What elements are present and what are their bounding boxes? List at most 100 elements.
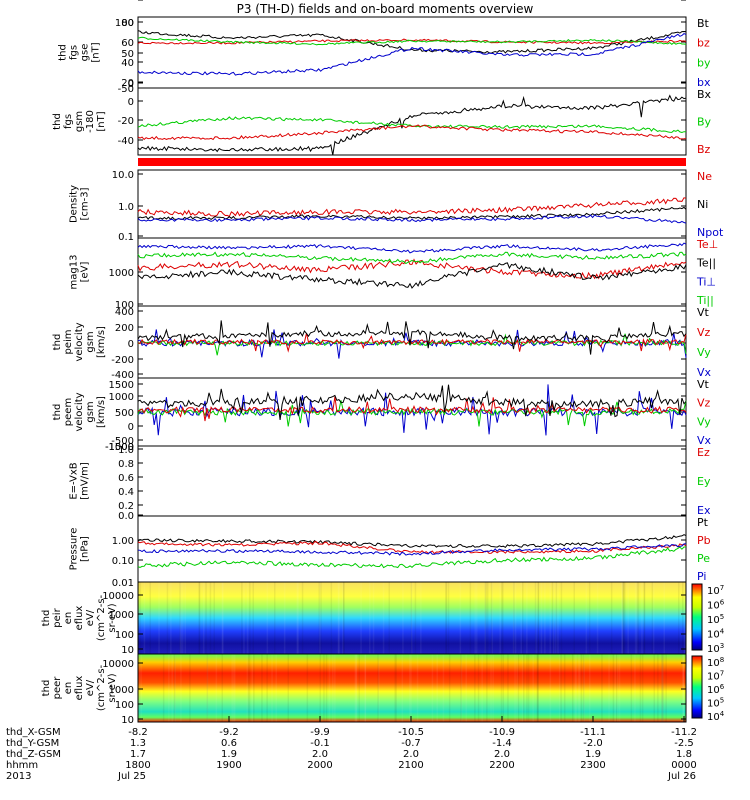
legend-Ne: Ne	[697, 170, 712, 183]
spectrogram-texture	[283, 582, 286, 654]
spectrogram-texture	[173, 654, 176, 722]
spectrogram-ele_spec	[138, 654, 686, 722]
y-axis-label: peim	[63, 329, 74, 354]
panel-frame	[137, 237, 687, 307]
y-tick-label: 40	[121, 58, 134, 69]
line-Vt-i	[137, 320, 687, 355]
legend-Ti||: Ti||	[696, 294, 714, 307]
spectrogram-texture	[401, 654, 404, 722]
x-row-value: 1.9	[221, 749, 237, 760]
colorbar-label: 104	[707, 710, 725, 723]
line-Te-perp	[137, 258, 687, 280]
legend-Vt: Vt	[697, 378, 710, 391]
spectrogram-texture	[459, 582, 462, 654]
y-tick-label: -1000	[105, 442, 134, 453]
spectrogram-texture	[490, 582, 493, 654]
spectrogram-texture	[661, 654, 663, 722]
line-Npot	[137, 214, 687, 224]
colorbar-label: 107	[707, 584, 724, 597]
spectrogram-texture	[532, 654, 534, 722]
spectrogram-texture	[608, 654, 610, 722]
spectrogram-texture	[663, 582, 665, 654]
spectrogram-texture	[661, 654, 663, 722]
spectrogram-texture	[358, 654, 360, 722]
spectrogram-texture	[582, 654, 585, 722]
spectrogram-texture	[275, 654, 277, 722]
spectrogram-texture	[287, 654, 289, 722]
y-tick-label: 100	[115, 18, 134, 29]
spectrogram-texture	[513, 582, 515, 654]
y-axis-label: thd	[41, 610, 52, 627]
x-row-value: -2.5	[674, 738, 694, 749]
x-row-value: 2000	[307, 760, 332, 771]
spectrogram-texture	[420, 582, 422, 654]
spectrogram-texture	[180, 582, 183, 654]
spectrogram-texture	[574, 654, 577, 722]
spectrogram-texture	[537, 582, 540, 654]
spectrogram-texture	[521, 654, 524, 722]
spectrogram-texture	[560, 654, 562, 722]
spectrogram-texture	[149, 582, 151, 654]
spectrogram-texture	[460, 654, 463, 722]
y-tick-label: -100	[111, 0, 134, 3]
x-row-value: -10.5	[398, 727, 424, 738]
x-row-value: 2300	[580, 760, 605, 771]
spectrogram-texture	[138, 654, 141, 722]
spectrogram-texture	[526, 654, 528, 722]
y-axis-label: [km/s]	[96, 396, 107, 428]
x-row-value: -0.1	[310, 738, 330, 749]
spectrogram-texture	[221, 582, 224, 654]
spectrogram-texture	[209, 582, 212, 654]
spectrogram-texture	[143, 582, 146, 654]
y-tick-label: 1.0	[118, 202, 134, 213]
legend-by: by	[697, 56, 711, 69]
spectrogram-texture	[575, 654, 578, 722]
y-tick-label: 10	[121, 645, 134, 656]
y-tick-label: 1500	[109, 380, 134, 391]
y-tick-label: -500	[111, 436, 134, 447]
y-axis-label: fgs	[63, 114, 74, 129]
legend-Vz: Vz	[697, 326, 711, 339]
y-axis-label: sr-eV)	[107, 673, 118, 702]
x-row-value: Jul 26	[667, 771, 696, 782]
x-row-value: 1.3	[130, 738, 146, 749]
spectrogram-texture	[180, 654, 182, 722]
y-axis-label: [cm-3]	[80, 187, 91, 220]
y-tick-label: 0.4	[118, 487, 134, 498]
spectrogram-texture	[306, 654, 309, 722]
spectrogram-texture	[540, 582, 543, 654]
line-Vt-e	[137, 384, 687, 420]
legend-Ez: Ez	[697, 446, 710, 459]
legend-Vz: Vz	[697, 397, 711, 410]
y-tick-label: 0.10	[112, 556, 134, 567]
spectrogram-texture	[355, 654, 358, 722]
y-axis-label: fgs	[69, 45, 80, 60]
line-Bx-gsm	[137, 94, 687, 156]
spectrogram-texture	[320, 582, 322, 654]
panel-separator-bar	[138, 158, 686, 166]
spectrogram-texture	[171, 654, 173, 722]
spectrogram-texture	[610, 582, 613, 654]
spectrogram-texture	[343, 582, 345, 654]
line-Pb	[137, 541, 687, 555]
legend-Pt: Pt	[697, 516, 709, 529]
chart-title: P3 (TH-D) fields and on-board moments ov…	[237, 2, 534, 16]
spectrogram-texture	[337, 582, 340, 654]
spectrogram-texture	[596, 582, 599, 654]
spectrogram-texture	[205, 582, 207, 654]
spectrogram-texture	[653, 654, 655, 722]
legend-Bx: Bx	[697, 88, 712, 101]
spectrogram-texture	[296, 582, 298, 654]
y-tick-label: -20	[118, 116, 134, 127]
panel-density: 10.0 1.0 0.1 Density [cm-3] Ne Ni Npot	[69, 169, 724, 243]
y-axis-label: thd	[52, 404, 63, 421]
spectrogram-texture	[436, 654, 438, 722]
colorbar-label: 107	[707, 670, 724, 683]
panel-frame	[137, 87, 687, 156]
panel-pressure: 1.00 0.10 0.01 Pressure [nPa] Pt Pb Pe Pi	[69, 515, 711, 589]
spectrogram-texture	[502, 582, 504, 654]
spectrogram-texture	[622, 582, 624, 654]
y-axis-label: thd	[52, 113, 63, 130]
y-tick-label: 1.0	[118, 445, 134, 456]
